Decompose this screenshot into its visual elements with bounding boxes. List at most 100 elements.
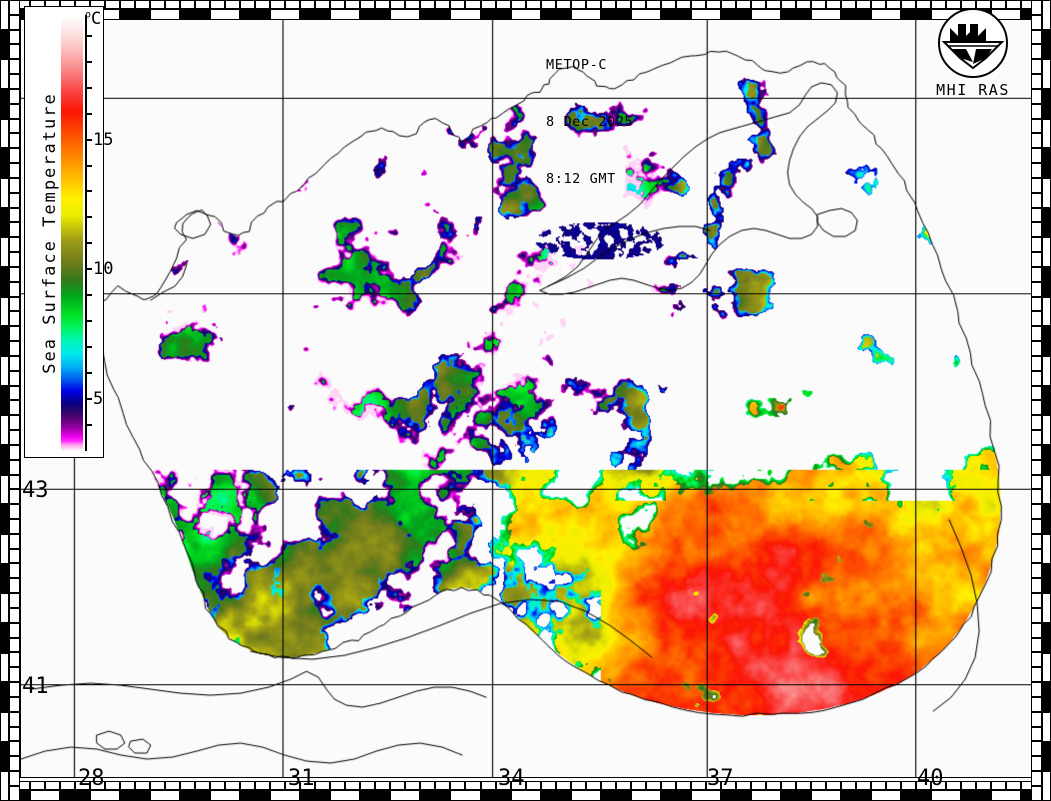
- ruler-tick: [1006, 0, 1022, 9]
- ruler-tick: [9, 504, 20, 519]
- ruler-tick: [1031, 44, 1042, 60]
- ruler-block: [600, 790, 631, 801]
- ruler-block: [630, 9, 661, 20]
- ruler-tick: [480, 781, 496, 790]
- ruler-tick: [9, 652, 20, 668]
- ruler-tick: [9, 459, 20, 475]
- ruler-tick: [300, 781, 316, 790]
- ruler-tick: [465, 0, 481, 9]
- ruler-tick: [495, 0, 511, 9]
- ruler-major-ticks: [0, 9, 1051, 20]
- ruler-tick: [615, 0, 631, 9]
- ruler-block: [390, 9, 421, 20]
- ruler-block: [120, 9, 151, 20]
- ruler-tick: [9, 44, 20, 60]
- ruler-block: [1042, 474, 1051, 505]
- degree-symbol: o: [85, 9, 92, 21]
- ruler-tick: [9, 785, 20, 801]
- ruler-tick: [60, 781, 76, 790]
- ruler-block: [600, 9, 631, 20]
- sst-map-canvas[interactable]: [21, 5, 1045, 777]
- ruler-tick: [255, 0, 271, 9]
- colorbar-units: oC: [85, 9, 101, 29]
- ruler-block: [450, 9, 481, 20]
- ruler-tick: [9, 370, 20, 386]
- ruler-tick: [1031, 177, 1042, 193]
- ruler-tick: [135, 0, 151, 9]
- ruler-tick: [570, 0, 586, 9]
- ruler-tick: [450, 781, 466, 790]
- ruler-block: [1042, 712, 1051, 742]
- ruler-tick: [9, 415, 20, 431]
- ruler-tick: [1031, 0, 1042, 15]
- ruler-tick: [1031, 237, 1042, 253]
- ruler-tick: [1031, 607, 1042, 623]
- ruler-tick: [9, 74, 20, 89]
- ruler-block: [0, 623, 9, 653]
- ruler-block: [0, 267, 9, 297]
- ruler-tick: [840, 0, 856, 9]
- acquisition-info: METOP-C 8 Dec 2025 8:12 GMT: [546, 18, 633, 227]
- ruler-block: [570, 9, 601, 20]
- ruler-tick: [991, 781, 1007, 790]
- colorbar-tick: [85, 138, 92, 141]
- colorbar-tick: [85, 164, 92, 167]
- ruler-tick: [585, 0, 601, 9]
- ruler-tick: [675, 0, 691, 9]
- ruler-tick: [945, 781, 961, 790]
- ruler-block: [810, 9, 841, 20]
- ruler-tick: [690, 781, 706, 790]
- ruler-major-ticks: [1042, 0, 1051, 801]
- ruler-tick: [9, 385, 20, 401]
- satellite-name: METOP-C: [546, 57, 608, 73]
- ruler-tick: [75, 781, 91, 790]
- ruler-block: [1042, 623, 1051, 653]
- ruler-tick: [210, 781, 226, 790]
- ruler-tick: [1031, 281, 1042, 297]
- ruler-tick: [9, 177, 20, 193]
- colorbar-tick: [85, 86, 92, 89]
- ruler-tick: [450, 0, 466, 9]
- ruler-tick: [9, 59, 20, 75]
- ruler-tick: [870, 0, 886, 9]
- ruler-tick: [1031, 370, 1042, 386]
- ruler-tick: [9, 400, 20, 416]
- ruler-block: [540, 790, 571, 801]
- ruler-block: [1042, 326, 1051, 357]
- ruler-block: [720, 790, 751, 801]
- ruler-block: [630, 790, 661, 801]
- colorbar-tick: [85, 268, 92, 271]
- ruler-block: [480, 790, 511, 801]
- ruler-tick: [1031, 696, 1042, 712]
- ruler-tick: [9, 222, 20, 238]
- ruler-tick: [375, 781, 391, 790]
- ruler-tick: [9, 741, 20, 757]
- ruler-tick: [795, 781, 811, 790]
- ruler-tick: [540, 0, 556, 9]
- ruler-block: [690, 9, 721, 20]
- ruler-block: [1042, 296, 1051, 327]
- ruler-block: [270, 9, 301, 20]
- colorbar-tick: [85, 242, 92, 245]
- ruler-block: [0, 356, 9, 386]
- ruler-tick: [555, 781, 571, 790]
- ruler-tick: [735, 0, 751, 9]
- ruler-tick: [9, 192, 20, 208]
- ruler-block: [780, 9, 811, 20]
- ruler-tick: [180, 0, 196, 9]
- ruler-block: [1042, 445, 1051, 475]
- ruler-tick: [600, 0, 616, 9]
- ruler-block: [570, 790, 601, 801]
- ruler-tick: [9, 118, 20, 134]
- ruler-block: [0, 237, 9, 268]
- ruler-tick: [255, 781, 271, 790]
- ruler-block: [900, 9, 931, 20]
- ruler-tick: [1031, 489, 1042, 505]
- ruler-tick: [120, 781, 136, 790]
- ruler-tick: [1031, 548, 1042, 564]
- ruler-tick: [720, 0, 736, 9]
- map-frame[interactable]: [20, 4, 1046, 778]
- ruler-tick: [915, 781, 931, 790]
- ruler-tick: [645, 0, 661, 9]
- ruler-tick: [420, 781, 436, 790]
